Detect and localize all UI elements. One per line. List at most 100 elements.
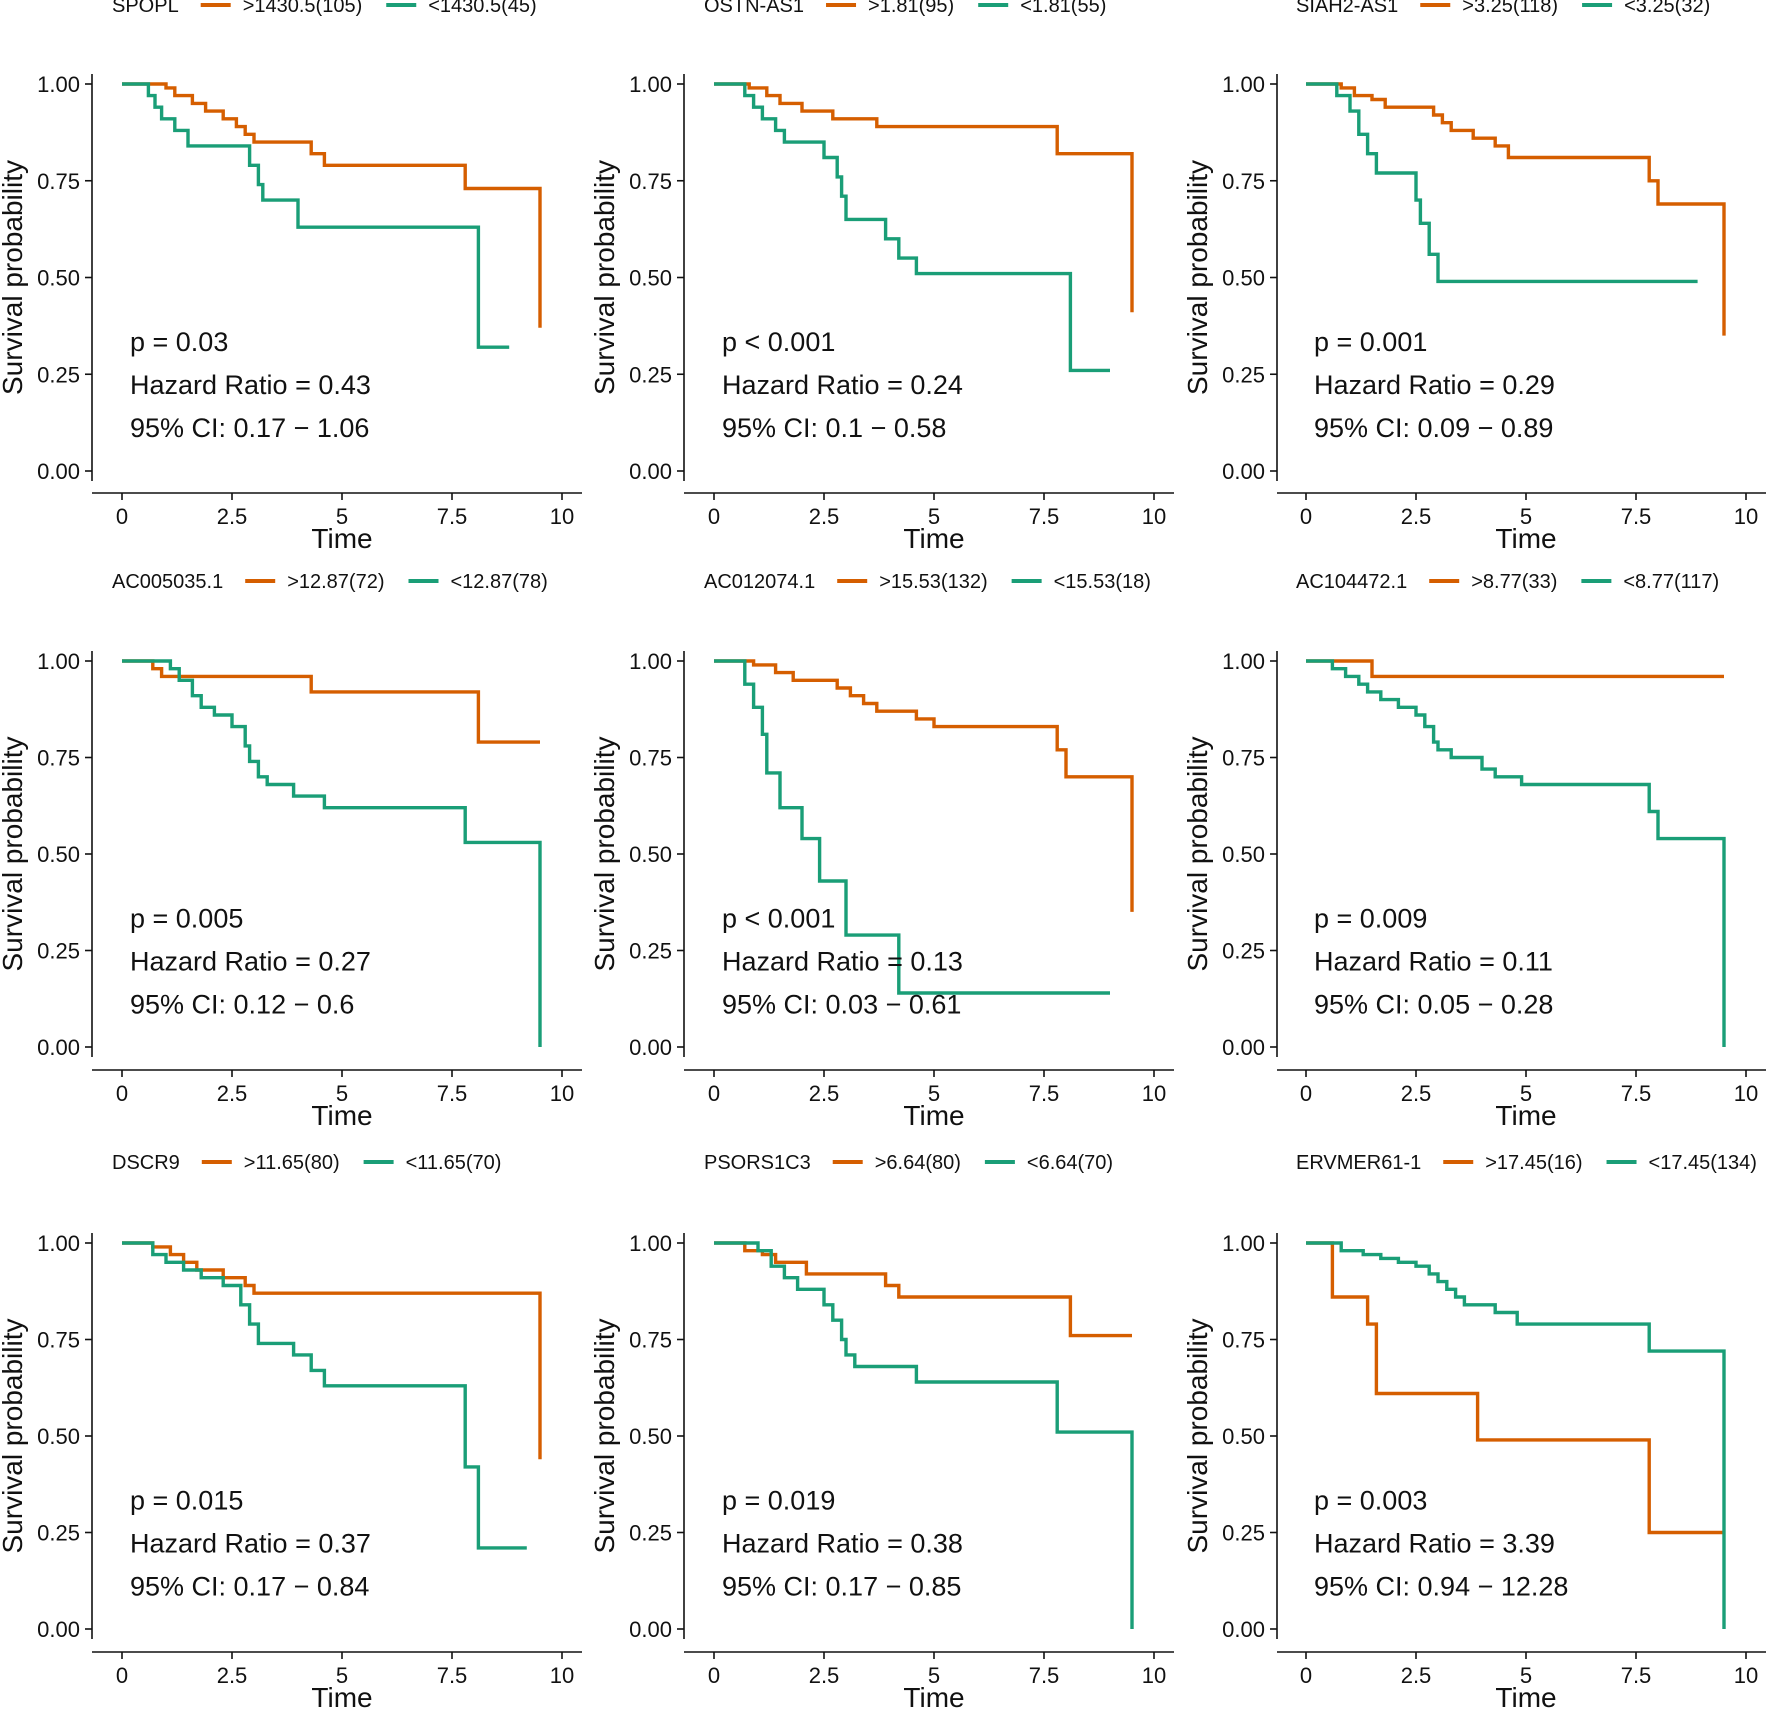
km-panel-psors1c3: PSORS1C3 >6.64(80) <6.64(70)0.000.250.500.… — [589, 1152, 1174, 1713]
confidence-interval-text: 95% CI: 0.17 − 0.85 — [722, 1571, 961, 1601]
p-value-text: p = 0.001 — [1314, 327, 1427, 357]
y-tick-label: 0.00 — [37, 459, 80, 484]
y-axis: 0.00 0.25 0.50 0.75 1.00 Survival probability — [589, 1231, 685, 1642]
y-tick-label: 0.50 — [1222, 1424, 1265, 1449]
km-curve-high — [714, 659, 1134, 912]
km-curve-high — [1306, 82, 1726, 336]
y-axis-title: Survival probability — [1182, 737, 1213, 972]
legend-label-high: >8.77(33) — [1471, 571, 1557, 593]
confidence-interval-text: 95% CI: 0.09 − 0.89 — [1314, 413, 1553, 443]
hazard-ratio-text: Hazard Ratio = 0.11 — [1314, 946, 1553, 976]
km-panel-ostn-as1: OSTN-AS1 >1.81(95) <1.81(55) 0.000.250.500.… — [589, 0, 1174, 554]
y-tick-label: 0.50 — [629, 842, 672, 867]
y-tick-label: 0.50 — [37, 1424, 80, 1449]
km-curve-high — [1306, 659, 1724, 679]
legend-label-high: >3.25(118) — [1462, 0, 1558, 17]
x-tick-label: 10 — [1142, 1081, 1166, 1106]
y-tick-label: 0.25 — [1222, 362, 1265, 387]
x-axis-title: Time — [311, 1100, 372, 1131]
x-axis-title: Time — [903, 1682, 964, 1713]
y-tick-label: 0.50 — [37, 842, 80, 867]
x-tick-label: 5 — [1520, 1663, 1532, 1688]
y-tick-label: 1.00 — [1222, 1231, 1265, 1256]
km-panel-ac012074.1: AC012074.1 >15.53(132) <15.53(18)0.000.250… — [589, 571, 1174, 1131]
y-axis: 0.00 0.25 0.50 0.75 1.00 Survival probability — [589, 72, 685, 484]
legend-gene-name: OSTN-AS1 — [704, 0, 804, 17]
legend-label-low: <1430.5(45) — [428, 0, 536, 17]
x-tick-label: 7.5 — [437, 1081, 468, 1106]
y-tick-label: 0.50 — [1222, 842, 1265, 867]
y-axis-title: Survival probability — [0, 737, 28, 972]
legend-label-high: >12.87(72) — [287, 571, 384, 593]
x-tick-label: 2.5 — [809, 504, 840, 529]
stats-annotation: p < 0.001 Hazard Ratio = 0.13 95% CI: 0.03… — [722, 903, 963, 1019]
confidence-interval-text: 95% CI: 0.12 − 0.6 — [130, 989, 354, 1019]
legend-gene-name: DSCR9 — [112, 1152, 180, 1174]
legend-label-high: >6.64(80) — [875, 1152, 961, 1174]
x-tick-label: 10 — [1734, 1663, 1758, 1688]
x-tick-label: 7.5 — [1621, 1663, 1652, 1688]
confidence-interval-text: 95% CI: 0.17 − 0.84 — [130, 1571, 369, 1601]
km-panel-spopl: SPOPL >1430.5(105) <1430.5(45) 0.00 0.25 0.50… — [0, 0, 582, 554]
x-tick-label: 0 — [116, 504, 128, 529]
y-tick-label: 1.00 — [629, 72, 672, 97]
legend-label-low: <1.81(55) — [1020, 0, 1106, 17]
x-tick-label: 7.5 — [1621, 504, 1652, 529]
x-axis-title: Time — [1495, 523, 1556, 554]
x-axis: 0 2.5 5 7.5 10 Time — [92, 1651, 582, 1713]
y-tick-label: 0.50 — [37, 266, 80, 291]
legend-label-high: >1.81(95) — [868, 0, 954, 17]
y-tick-label: 0.00 — [629, 1035, 672, 1060]
confidence-interval-text: 95% CI: 0.03 − 0.61 — [722, 989, 961, 1019]
x-axis-title: Time — [1495, 1682, 1556, 1713]
y-tick-label: 0.00 — [1222, 1035, 1265, 1060]
y-axis: 0.00 0.25 0.50 0.75 1.00 Survival probability — [1182, 649, 1278, 1060]
km-curve-high — [1306, 1241, 1724, 1535]
y-axis-title: Survival probability — [1182, 160, 1213, 395]
legend: AC104472.1 >8.77(33) <8.77(117) — [1296, 571, 1719, 593]
x-tick-label: 0 — [708, 1081, 720, 1106]
x-tick-label: 10 — [1142, 1663, 1166, 1688]
km-panel-ervmer61-1: ERVMER61-1 >17.45(16) <17.45(134)0.000.250… — [1182, 1152, 1766, 1713]
km-curve-low — [122, 1241, 527, 1550]
km-curve-high — [122, 659, 540, 744]
y-axis-title: Survival probability — [589, 1319, 620, 1554]
x-axis: 0 2.5 5 7.5 10 Time — [684, 1069, 1174, 1131]
km-curve-low — [1306, 1241, 1726, 1629]
confidence-interval-text: 95% CI: 0.05 − 0.28 — [1314, 989, 1553, 1019]
stats-annotation: p = 0.001 Hazard Ratio = 0.29 95% CI: 0.09… — [1314, 327, 1555, 443]
y-tick-label: 0.00 — [1222, 459, 1265, 484]
x-tick-label: 0 — [1300, 1081, 1312, 1106]
legend-label-low: <17.45(134) — [1649, 1152, 1757, 1174]
x-tick-label: 0 — [116, 1081, 128, 1106]
x-tick-label: 10 — [1734, 504, 1758, 529]
km-curve-low — [714, 82, 1110, 373]
y-tick-label: 0.75 — [1222, 1328, 1265, 1353]
legend-label-high: >1430.5(105) — [243, 0, 363, 17]
km-panel-ac104472.1: AC104472.1 >8.77(33) <8.77(117) 0.00 0.25 0.5… — [1182, 571, 1766, 1131]
x-tick-label: 10 — [550, 504, 574, 529]
x-axis-title: Time — [903, 523, 964, 554]
x-tick-label: 10 — [1734, 1081, 1758, 1106]
x-tick-label: 5 — [336, 504, 348, 529]
x-tick-label: 2.5 — [1401, 1663, 1432, 1688]
x-tick-label: 0 — [708, 1663, 720, 1688]
y-axis-title: Survival probability — [0, 160, 28, 395]
p-value-text: p = 0.005 — [130, 903, 243, 933]
km-panel-ac005035.1: AC005035.1 >12.87(72) <12.87(78) 0.000.250.… — [0, 571, 582, 1131]
legend-gene-name: PSORS1C3 — [704, 1152, 811, 1174]
y-tick-label: 0.75 — [1222, 169, 1265, 194]
x-axis: 0 2.5 5 7.5 10 Time — [1277, 492, 1766, 554]
legend: AC005035.1 >12.87(72) <12.87(78) — [112, 571, 548, 593]
legend: ERVMER61-1 >17.45(16) <17.45(134) — [1296, 1152, 1757, 1174]
x-tick-label: 5 — [1520, 504, 1532, 529]
stats-annotation: p = 0.015 Hazard Ratio = 0.37 95% CI: 0.17… — [130, 1485, 371, 1601]
y-tick-label: 0.50 — [629, 266, 672, 291]
y-axis: 0.00 0.25 0.50 0.75 1.00 Survival probability — [0, 649, 93, 1060]
km-curve-high — [714, 1241, 1132, 1338]
p-value-text: p = 0.009 — [1314, 903, 1427, 933]
y-tick-label: 0.75 — [37, 169, 80, 194]
y-tick-label: 1.00 — [37, 1231, 80, 1256]
stats-annotation: p = 0.03 Hazard Ratio = 0.43 95% CI: 0.17 … — [130, 327, 371, 443]
